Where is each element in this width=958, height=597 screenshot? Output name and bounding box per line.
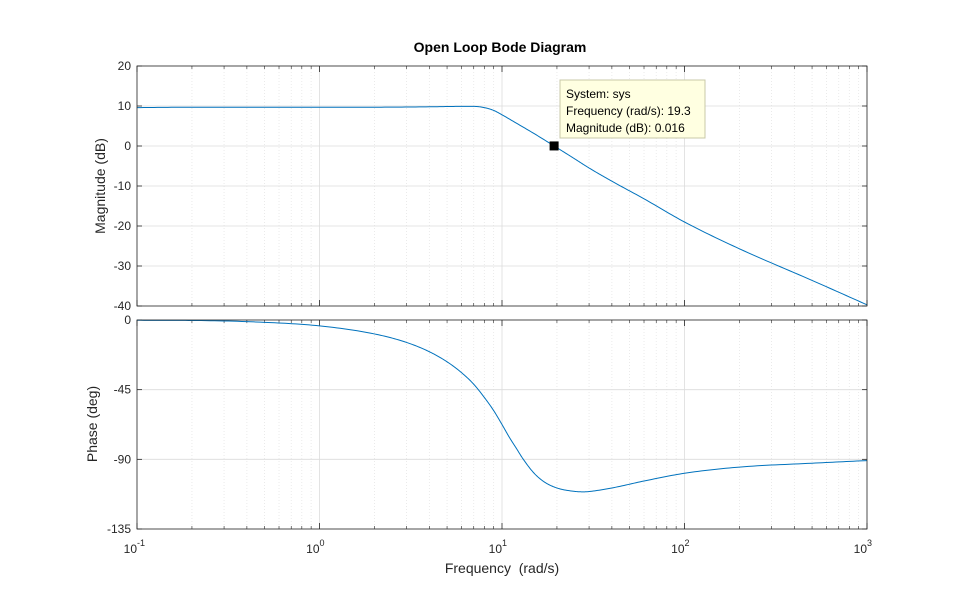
x-tick-label-base: 10 <box>854 542 868 556</box>
x-tick-label: 10 2 <box>671 538 689 556</box>
x-tick-label-exponent: 3 <box>867 538 872 548</box>
magnitude-plot[interactable]: 20 10 0 -10 -20 -30 -40 Magnitude (dB) <box>92 59 868 313</box>
phase-y-ticks: 0 -45 -90 -135 <box>107 313 867 536</box>
phase-y-axis-label: Phase (deg) <box>84 386 100 462</box>
phase-y-tick-label: -45 <box>114 383 132 397</box>
x-tick-label-exponent: 2 <box>685 538 690 548</box>
magnitude-y-tick-label: -30 <box>114 259 132 273</box>
x-tick-label-base: 10 <box>671 542 685 556</box>
x-tick-label-exponent: -1 <box>137 538 145 548</box>
magnitude-axes-box <box>136 65 868 307</box>
phase-plot[interactable]: 0 -45 -90 -135 Phase (deg) <box>84 313 868 536</box>
magnitude-y-ticks: 20 10 0 -10 -20 -30 -40 <box>114 59 867 313</box>
x-tick-label-exponent: 0 <box>320 538 325 548</box>
chart-title: Open Loop Bode Diagram <box>414 39 587 55</box>
datatip-line-frequency: Frequency (rad/s): 19.3 <box>566 104 691 118</box>
x-tick-label: 10 1 <box>489 538 507 556</box>
phase-series-line[interactable] <box>137 319 868 493</box>
x-tick-label: 10 0 <box>306 538 324 556</box>
magnitude-y-tick-label: 10 <box>118 99 132 113</box>
magnitude-y-tick-label: 20 <box>118 59 132 73</box>
datatip-line-system: System: sys <box>566 87 631 101</box>
magnitude-y-tick-label: 0 <box>124 139 131 153</box>
magnitude-y-tick-label: -10 <box>114 179 132 193</box>
phase-y-tick-label: -135 <box>107 522 131 536</box>
x-tick-label-base: 10 <box>489 542 503 556</box>
x-axis-label: Frequency (rad/s) <box>445 560 559 576</box>
phase-grid <box>136 319 868 530</box>
magnitude-y-axis-label: Magnitude (dB) <box>92 138 108 234</box>
datatip-line-magnitude: Magnitude (dB): 0.016 <box>566 121 685 135</box>
x-tick-label-exponent: 1 <box>502 538 507 548</box>
x-tick-label: 10 3 <box>854 538 872 556</box>
x-tick-label-base: 10 <box>306 542 320 556</box>
datatip[interactable]: System: sys Frequency (rad/s): 19.3 Magn… <box>549 79 706 151</box>
magnitude-y-tick-label: -40 <box>114 299 132 313</box>
datatip-box <box>559 79 706 139</box>
frequency-tick-labels: 10 -1 10 0 10 1 10 2 10 3 <box>124 538 872 556</box>
magnitude-series-line[interactable] <box>136 105 868 306</box>
phase-y-tick-label: -90 <box>114 452 132 466</box>
phase-y-tick-label: 0 <box>124 313 131 327</box>
x-tick-label: 10 -1 <box>124 538 145 556</box>
magnitude-y-tick-label: -20 <box>114 219 132 233</box>
phase-axes-box <box>136 319 868 530</box>
datatip-marker[interactable] <box>549 141 559 151</box>
x-tick-label-base: 10 <box>124 542 138 556</box>
